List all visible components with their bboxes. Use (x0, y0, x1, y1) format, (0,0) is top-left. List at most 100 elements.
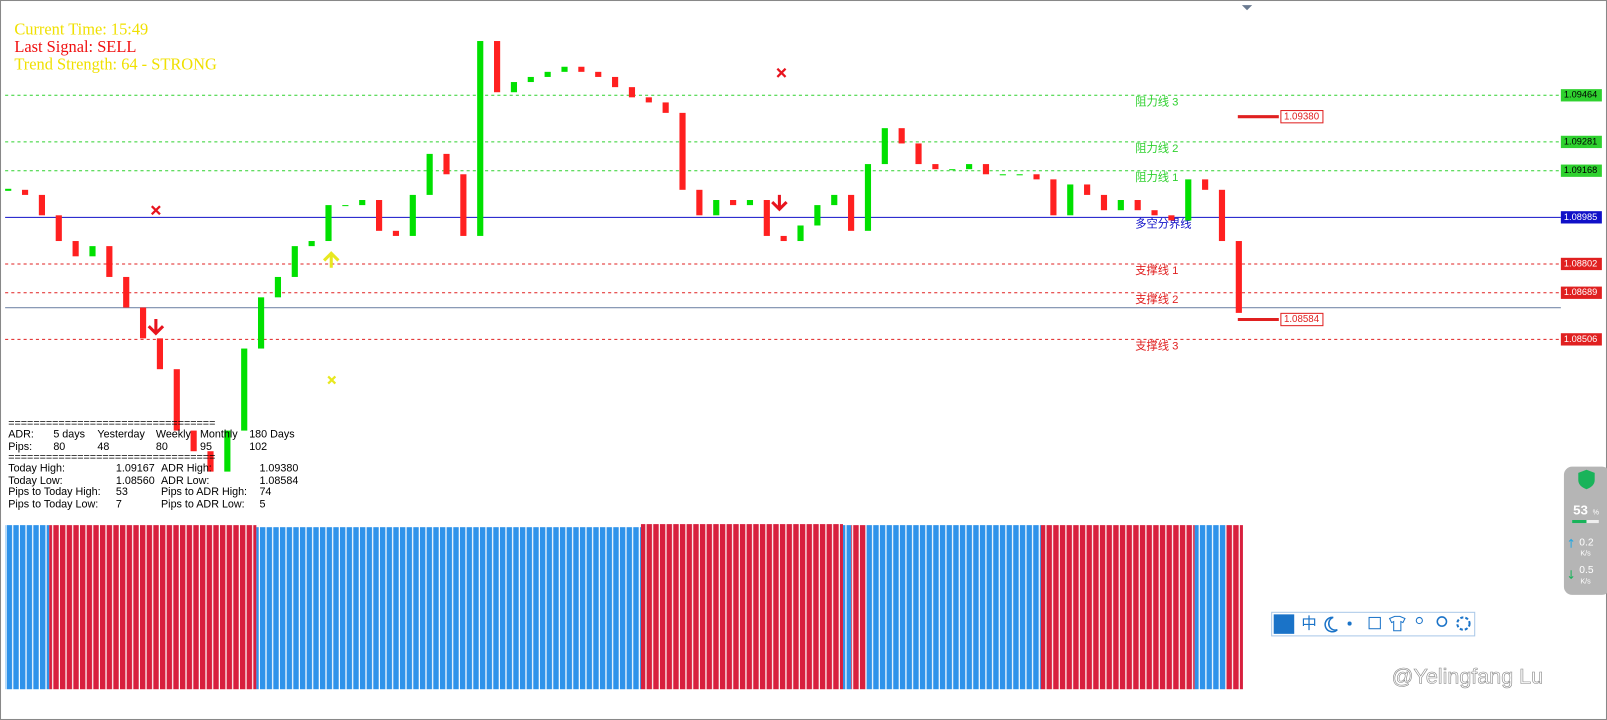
candle (814, 205, 821, 226)
mode-button[interactable]: 中 (1301, 615, 1316, 633)
candle (1016, 174, 1023, 176)
candle (864, 164, 872, 231)
price-tag (1560, 257, 1602, 271)
ime-logo[interactable] (1273, 614, 1295, 634)
candle (1218, 189, 1226, 242)
candle (173, 369, 180, 431)
candle (713, 200, 720, 216)
percent-fill (1572, 520, 1587, 524)
upload-unit: K/s (1580, 550, 1591, 558)
sell-arrow (771, 194, 788, 212)
price-tag (1560, 135, 1602, 149)
candle (460, 174, 467, 236)
panel-cell: ================================= (8, 451, 215, 463)
panel-cell: ================================= (8, 417, 215, 429)
level-name: 多空分界线 (1135, 216, 1191, 230)
candle (72, 241, 79, 257)
candle (106, 246, 113, 277)
price-tag (1560, 333, 1602, 346)
buy-arrow (322, 251, 340, 268)
network-widget: 53 % 0.2 K/s 0.5 K/s (1563, 466, 1607, 595)
hist-red (640, 524, 843, 690)
candle (139, 307, 147, 339)
candle (308, 241, 315, 247)
hist-red (49, 525, 257, 690)
candle (426, 153, 433, 195)
up-icon (1568, 538, 1574, 548)
candle (645, 97, 652, 103)
panel-cell: ADR: (8, 429, 34, 441)
hist-blue (1194, 525, 1226, 690)
candle (1185, 179, 1192, 221)
candle (156, 338, 164, 370)
candle (696, 189, 703, 216)
candle (274, 276, 282, 298)
level-name: 阻力线 3 (1135, 94, 1178, 108)
panel-cell: 1.09167 (116, 463, 155, 475)
signal-cross (327, 375, 337, 385)
candles (5, 41, 1242, 472)
menu-arrow[interactable] (1241, 5, 1253, 11)
grid-icon[interactable] (1368, 616, 1381, 630)
punct-icon[interactable] (1347, 621, 1352, 626)
candle (949, 169, 956, 171)
candle (376, 200, 383, 231)
upload: 0.2 (1579, 537, 1594, 548)
panel-cell: 5 days (53, 429, 85, 441)
candle (966, 164, 973, 170)
level-name: 支撑线 3 (1135, 339, 1178, 353)
user-icon[interactable] (1415, 616, 1423, 625)
candle (780, 235, 787, 242)
price-tag-label: 1.08802 (1564, 258, 1597, 268)
search-icon[interactable] (1436, 616, 1448, 627)
candle (982, 164, 990, 175)
panel-cell: Pips to ADR High: (161, 486, 247, 498)
hist-blue (866, 525, 1041, 690)
candle (409, 194, 416, 236)
settings-icon[interactable] (1456, 616, 1471, 631)
candle (224, 430, 231, 472)
percent: 53 (1573, 502, 1588, 517)
hist-blue (842, 525, 852, 690)
panel-cell: 1.08584 (259, 475, 298, 487)
sell-arrow (147, 318, 165, 336)
candle (291, 246, 298, 277)
skin-icon[interactable] (1388, 615, 1406, 632)
moon-icon[interactable] (1324, 616, 1338, 633)
candle (527, 76, 534, 83)
candle (999, 174, 1006, 176)
candle (21, 189, 29, 195)
panel-cell: 1.08560 (116, 475, 155, 487)
candle (578, 66, 585, 72)
price-tag-label: 1.08506 (1564, 334, 1597, 344)
hist-blue (256, 527, 641, 690)
adr-tag-label: 1.08584 (1284, 314, 1320, 325)
panel-cell: Today High: (8, 463, 65, 475)
candle (494, 41, 501, 93)
panel-cell: 53 (116, 486, 128, 498)
panel-cell: Pips to Today High: (8, 486, 100, 498)
panel-cell: Today Low: (8, 475, 62, 487)
panel-cell: 1.09380 (259, 463, 298, 475)
candle (628, 87, 636, 98)
candle (55, 215, 62, 242)
candle (359, 200, 366, 206)
price-tag-label: 1.09168 (1564, 165, 1597, 175)
candle (190, 430, 197, 452)
candle (746, 200, 754, 206)
panel-cell: 180 Days (249, 429, 294, 441)
candle (207, 451, 214, 472)
candle (325, 205, 332, 242)
candle (1117, 200, 1124, 211)
hist-red (1040, 525, 1195, 690)
panel-cell: 102 (249, 441, 267, 453)
price-tag-label: 1.08985 (1564, 212, 1597, 222)
current-time: Current Time: 15:49 (14, 20, 148, 39)
panel-cell: ADR Low: (161, 475, 209, 487)
candle (1151, 210, 1158, 216)
level-name: 支撑线 1 (1135, 263, 1178, 277)
candle (1134, 200, 1141, 211)
panel-cell: 74 (259, 486, 271, 498)
candle (241, 348, 248, 431)
